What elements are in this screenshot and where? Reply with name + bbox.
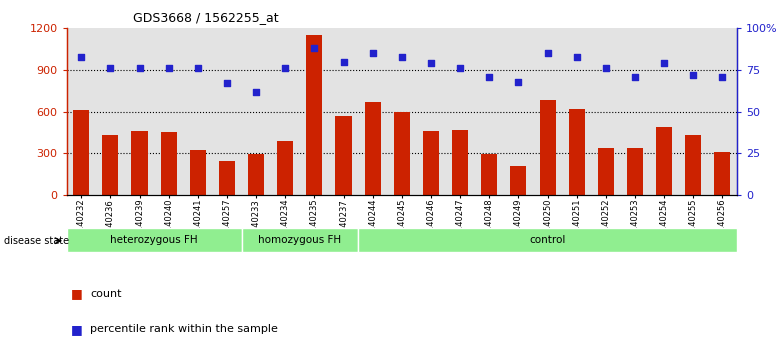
Point [512, 79, 524, 84]
Bar [161, 132, 176, 195]
Bar [423, 131, 439, 195]
Bar [241, 28, 270, 195]
Bar [154, 28, 183, 195]
Bar [445, 28, 474, 195]
Point [425, 61, 437, 66]
Bar [67, 28, 96, 195]
Text: ■: ■ [71, 287, 82, 300]
Bar [656, 127, 672, 195]
Point [104, 65, 117, 71]
Point [220, 80, 233, 86]
Point [483, 74, 495, 79]
Bar [270, 28, 299, 195]
Bar [591, 28, 620, 195]
Bar [387, 28, 416, 195]
Point [308, 45, 321, 51]
Point [162, 65, 175, 71]
Point [571, 54, 583, 59]
Text: heterozygous FH: heterozygous FH [111, 235, 198, 245]
Bar [539, 101, 556, 195]
Bar [103, 135, 118, 195]
Bar [481, 154, 497, 195]
Bar [278, 141, 293, 195]
Point [687, 72, 699, 78]
Bar [714, 152, 731, 195]
Bar [416, 28, 445, 195]
Point [279, 65, 292, 71]
Bar [358, 228, 737, 252]
Bar [510, 166, 526, 195]
Point [600, 65, 612, 71]
Bar [96, 28, 125, 195]
Bar [474, 28, 504, 195]
Bar [212, 28, 241, 195]
Bar [183, 28, 212, 195]
Bar [452, 130, 468, 195]
Bar [219, 161, 235, 195]
Bar [562, 28, 591, 195]
Point [395, 54, 408, 59]
Bar [533, 28, 562, 195]
Point [541, 51, 554, 56]
Bar [597, 148, 614, 195]
Bar [394, 112, 410, 195]
Bar [67, 228, 241, 252]
Text: ■: ■ [71, 323, 82, 336]
Point [191, 65, 204, 71]
Bar [620, 28, 649, 195]
Bar [679, 28, 708, 195]
Point [454, 65, 466, 71]
Point [133, 65, 146, 71]
Bar [190, 150, 206, 195]
Bar [504, 28, 533, 195]
Text: control: control [529, 235, 566, 245]
Point [658, 61, 670, 66]
Bar [627, 148, 643, 195]
Bar [365, 102, 381, 195]
Bar [241, 228, 358, 252]
Text: homozygous FH: homozygous FH [258, 235, 341, 245]
Text: count: count [90, 289, 122, 299]
Bar [248, 154, 264, 195]
Point [75, 54, 88, 59]
Bar [336, 116, 351, 195]
Bar [299, 28, 329, 195]
Bar [73, 110, 89, 195]
Bar [685, 135, 701, 195]
Bar [132, 131, 147, 195]
Bar [307, 35, 322, 195]
Point [629, 74, 641, 79]
Point [250, 89, 263, 95]
Text: percentile rank within the sample: percentile rank within the sample [90, 324, 278, 334]
Point [716, 74, 728, 79]
Point [366, 51, 379, 56]
Bar [125, 28, 154, 195]
Bar [708, 28, 737, 195]
Bar [358, 28, 387, 195]
Text: GDS3668 / 1562255_at: GDS3668 / 1562255_at [133, 11, 279, 24]
Bar [568, 109, 585, 195]
Point [337, 59, 350, 64]
Bar [649, 28, 679, 195]
Text: disease state: disease state [4, 236, 69, 246]
Bar [329, 28, 358, 195]
